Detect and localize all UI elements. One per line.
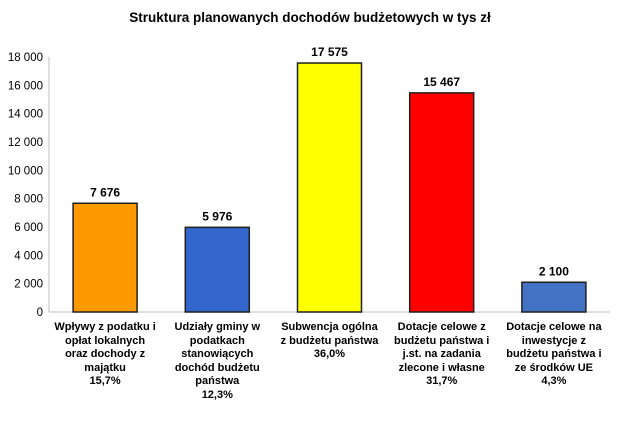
y-tick-label: 14 000 — [8, 109, 43, 121]
bar — [72, 202, 138, 313]
bar — [184, 226, 251, 313]
y-tick-label: 10 000 — [8, 165, 43, 177]
y-tick-label: 8 000 — [14, 194, 43, 206]
y-tick-label: 12 000 — [8, 137, 43, 149]
category-label: Dotacje celowe z budżetu państwa i j.st.… — [394, 321, 490, 387]
y-tick-label: 2 000 — [14, 279, 43, 291]
data-label: 17 575 — [311, 45, 348, 59]
bar — [408, 92, 475, 313]
data-labels: 7 676 5 976 17 575 15 467 2 100 — [90, 45, 569, 278]
y-tick-label: 4 000 — [14, 250, 43, 262]
y-tick-label: 6 000 — [14, 222, 43, 234]
category-label: Subwencja ogólna z budżetu państwa 36,0% — [280, 321, 379, 360]
y-tick-label: 16 000 — [8, 80, 43, 92]
data-label: 2 100 — [539, 264, 569, 278]
category-label: Udziały gminy w podatkach stanowiących d… — [174, 321, 261, 401]
data-label: 15 467 — [423, 75, 460, 89]
category-label: Dotacje celowe na inwestycje z budżetu p… — [506, 321, 602, 387]
bar — [521, 281, 587, 313]
chart-title: Struktura planowanych dochodów budżetowy… — [129, 10, 491, 25]
y-tick-label: 0 — [37, 307, 43, 319]
y-tick-label: 18 000 — [8, 52, 43, 64]
data-label: 5 976 — [202, 209, 232, 223]
data-label: 7 676 — [90, 185, 120, 199]
bar — [296, 62, 363, 313]
y-axis: 0 2 000 4 000 6 000 8 000 10 000 12 000 14 000 1… — [8, 52, 610, 319]
category-label: Wpływy z podatku i opłat lokalnych oraz … — [54, 321, 156, 387]
bars — [72, 62, 587, 313]
